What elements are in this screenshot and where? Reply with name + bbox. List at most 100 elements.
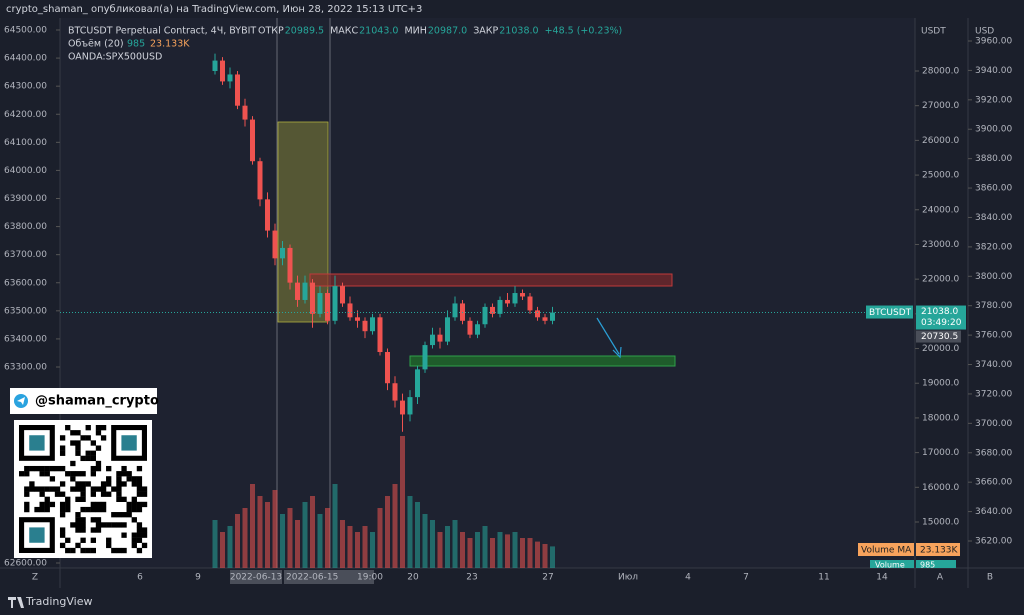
volume-ma-label: Volume MA xyxy=(861,546,912,556)
volume-bar xyxy=(220,532,225,568)
zone-support xyxy=(409,355,676,367)
legend-volume-ma: 23.133K xyxy=(150,39,190,50)
qr-module xyxy=(19,471,25,477)
qr-module xyxy=(121,532,127,538)
candle-body xyxy=(392,383,398,401)
qr-module xyxy=(59,435,66,441)
x-tick-label: 20 xyxy=(407,573,419,583)
qr-module xyxy=(111,512,117,518)
qr-module xyxy=(75,522,81,528)
volume-bar xyxy=(467,538,473,568)
y-tick-label: 23000.0 xyxy=(922,240,959,250)
qr-module xyxy=(100,522,107,528)
qr-module xyxy=(75,496,81,502)
x-tick-label: 19:00 xyxy=(357,573,383,583)
qr-module xyxy=(136,481,143,487)
y-tick-label: 26000.0 xyxy=(922,136,959,146)
qr-module xyxy=(131,506,137,513)
qr-module xyxy=(141,542,148,549)
candle-body xyxy=(212,60,218,71)
qr-module xyxy=(59,501,66,508)
tv-logo xyxy=(8,597,24,608)
candle-body xyxy=(332,286,338,321)
qr-module xyxy=(90,527,96,533)
qr-module xyxy=(44,506,50,513)
y3-tick-label: 64100.00 xyxy=(4,138,47,148)
qr-module xyxy=(75,542,81,549)
candle-body xyxy=(370,317,375,332)
qr-module xyxy=(106,542,112,549)
qr-module xyxy=(80,435,86,441)
volume-bar xyxy=(505,534,510,568)
qr-module xyxy=(136,532,143,538)
qr-module xyxy=(90,501,96,508)
volume-bar xyxy=(482,526,488,568)
qr-module xyxy=(141,486,148,492)
y-tick-label: 28000.0 xyxy=(922,67,959,77)
qr-module xyxy=(136,537,143,543)
promo-handle: @shaman_crypto xyxy=(35,394,159,409)
qr-module xyxy=(126,512,132,518)
qr-module xyxy=(85,450,91,456)
qr-module xyxy=(80,527,86,533)
qr-module xyxy=(24,471,30,477)
x-label-box xyxy=(284,570,374,584)
qr-module xyxy=(121,512,127,518)
candle-body xyxy=(325,293,330,321)
qr-module xyxy=(141,501,148,508)
x-tick-label: Z xyxy=(32,573,38,583)
y2-tick-label: 3960.00 xyxy=(975,37,1012,47)
qr-module xyxy=(100,481,107,487)
qr-module xyxy=(90,491,96,497)
candle-body xyxy=(400,400,405,415)
candle-body xyxy=(520,293,525,297)
candle-body xyxy=(250,119,255,162)
qr-module xyxy=(65,471,71,477)
qr-module xyxy=(39,471,45,477)
qr-module xyxy=(85,425,91,431)
volume-bar xyxy=(227,526,233,568)
volume-bar xyxy=(310,496,315,568)
volume-bar xyxy=(287,508,293,568)
qr-module xyxy=(34,486,40,492)
qr-module xyxy=(59,532,66,538)
qr-module xyxy=(49,486,56,492)
x-tick-label: 11 xyxy=(818,573,829,583)
qr-module xyxy=(80,471,86,477)
volume-bar xyxy=(437,532,443,568)
qr-module xyxy=(75,430,81,436)
qr-module xyxy=(141,527,148,533)
qr-module xyxy=(90,547,96,554)
qr-module xyxy=(136,547,143,554)
qr-module xyxy=(136,501,143,508)
volume-bar xyxy=(550,546,555,568)
volume-bar xyxy=(340,520,345,568)
qr-module xyxy=(90,450,96,456)
qr-module xyxy=(24,465,30,472)
symbol-tag xyxy=(866,305,913,319)
y-tick-label: 17000.0 xyxy=(922,448,959,458)
qr-module xyxy=(95,445,102,451)
qr-module xyxy=(39,506,45,513)
qr-finder xyxy=(121,435,137,451)
qr-module xyxy=(24,486,30,492)
qr-module xyxy=(65,547,71,554)
qr-module xyxy=(59,450,66,456)
y2-tick-label: 3800.00 xyxy=(975,272,1012,282)
qr-module xyxy=(90,455,96,462)
qr-module xyxy=(141,532,148,538)
qr-module xyxy=(75,450,81,456)
y-axis-label: USDT xyxy=(921,27,946,37)
candle-body xyxy=(310,282,315,314)
y2-tick-label: 3780.00 xyxy=(975,301,1012,311)
qr-module xyxy=(70,430,76,436)
volume-bar xyxy=(415,502,420,568)
y2-tick-label: 3880.00 xyxy=(975,154,1012,164)
qr-module xyxy=(24,501,30,508)
qr-module xyxy=(100,501,107,508)
candle-body xyxy=(490,306,495,314)
qr-module xyxy=(44,501,50,508)
qr-module xyxy=(90,486,96,492)
qr-module xyxy=(95,527,102,533)
volume-bar xyxy=(452,520,458,568)
